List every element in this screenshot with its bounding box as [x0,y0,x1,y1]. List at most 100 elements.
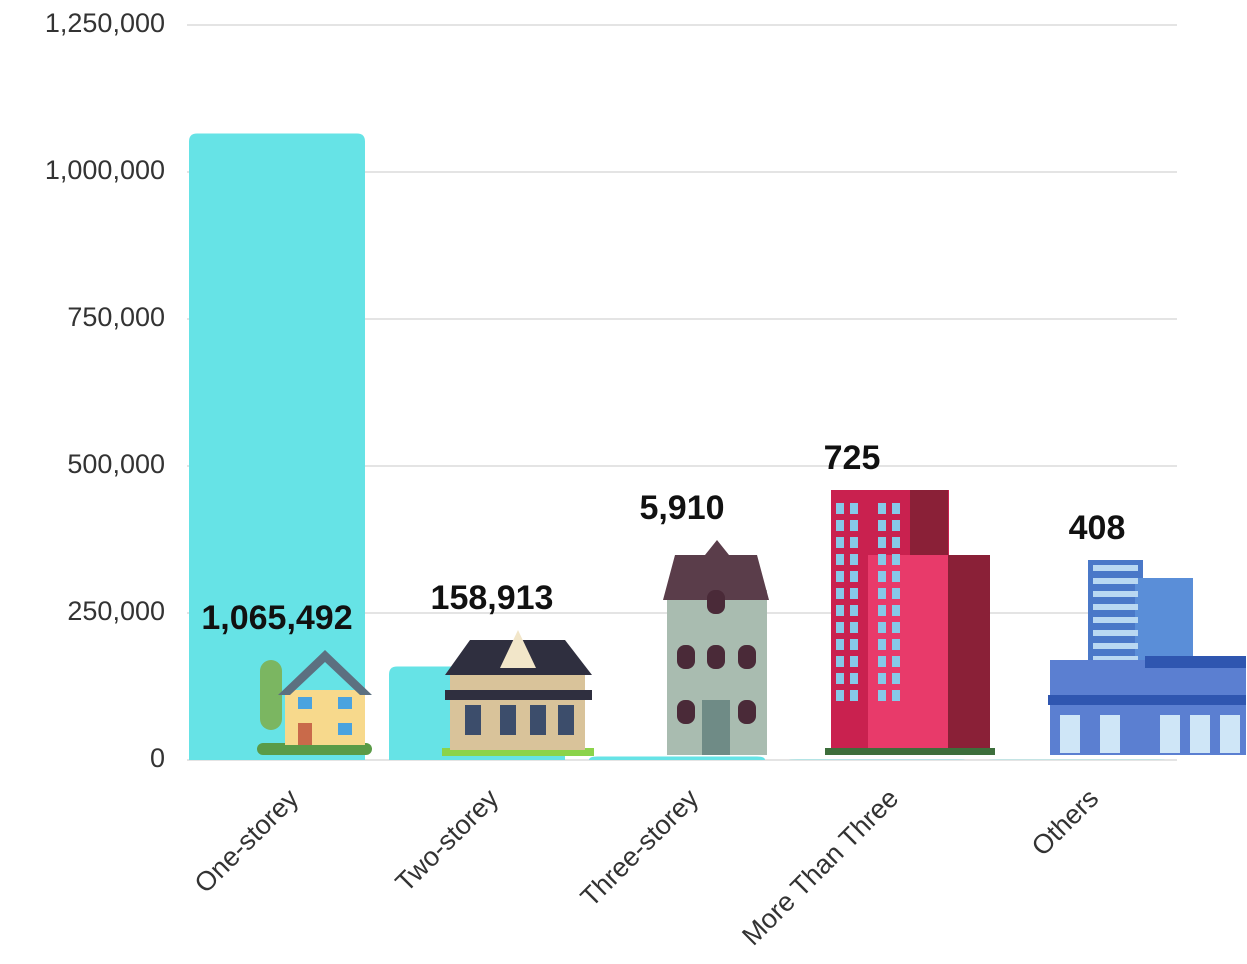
win [836,537,844,548]
win [1160,715,1180,753]
win [836,503,844,514]
value-label: 408 [1069,509,1126,547]
bar [189,133,365,760]
tower [868,555,948,755]
y-tick-label: 250,000 [67,596,165,626]
win [878,656,886,667]
win [878,520,886,531]
x-tick-label: One-storey [189,783,305,899]
y-tick-label: 750,000 [67,302,165,332]
win [1093,578,1138,584]
win [1093,656,1138,662]
win [707,645,725,669]
win [850,571,858,582]
illustrations [257,490,1246,756]
win [892,656,900,667]
band [445,690,592,700]
win [1093,604,1138,610]
win [850,520,858,531]
win [1220,715,1240,753]
door [298,723,312,745]
y-tick-label: 500,000 [67,449,165,479]
win [836,673,844,684]
win [850,690,858,701]
win [892,639,900,650]
value-label: 725 [824,439,881,477]
win [878,605,886,616]
win [836,605,844,616]
band [1048,695,1246,705]
win [892,622,900,633]
base [825,748,995,755]
win [892,690,900,701]
win [738,700,756,724]
win [850,503,858,514]
win [677,645,695,669]
win [878,554,886,565]
win [850,622,858,633]
win [878,690,886,701]
win [1100,715,1120,753]
win [850,588,858,599]
win [465,705,481,735]
lawn [257,743,372,755]
win [1093,591,1138,597]
win [1093,565,1138,571]
value-label: 1,065,492 [201,599,352,637]
lawn [442,748,594,756]
bar [589,756,765,760]
win [836,690,844,701]
win [850,656,858,667]
win [892,571,900,582]
win [850,537,858,548]
dormer [500,630,536,668]
win [500,705,516,735]
win [878,673,886,684]
x-tick-label: Three-storey [575,783,705,913]
win [836,571,844,582]
mall [1050,660,1246,755]
win [1093,643,1138,649]
win [1060,715,1080,753]
win [878,622,886,633]
win [1093,630,1138,636]
win [677,700,695,724]
tower [948,555,990,755]
roof [278,650,372,695]
win [298,697,312,709]
y-tick-label: 0 [150,743,165,773]
x-tick-label: Two-storey [390,783,505,898]
win [850,554,858,565]
door [702,700,730,755]
win [878,537,886,548]
value-label: 5,910 [639,489,724,527]
win [892,554,900,565]
y-tick-label: 1,250,000 [45,8,165,38]
win [1190,715,1210,753]
win [836,639,844,650]
band [1145,656,1246,668]
win [850,605,858,616]
win [892,537,900,548]
x-tick-label: Others [1026,783,1105,862]
win [878,571,886,582]
win [738,645,756,669]
win [878,588,886,599]
win [892,588,900,599]
wall [285,690,365,745]
win [892,673,900,684]
win [892,503,900,514]
y-tick-label: 1,000,000 [45,155,165,185]
win [836,588,844,599]
win [1093,617,1138,623]
win [850,639,858,650]
win [878,503,886,514]
x-tick-label: More Than Three [736,783,904,951]
win [892,520,900,531]
win [836,520,844,531]
win [338,697,352,709]
win [836,622,844,633]
win [530,705,546,735]
roof [663,540,769,600]
win [892,605,900,616]
